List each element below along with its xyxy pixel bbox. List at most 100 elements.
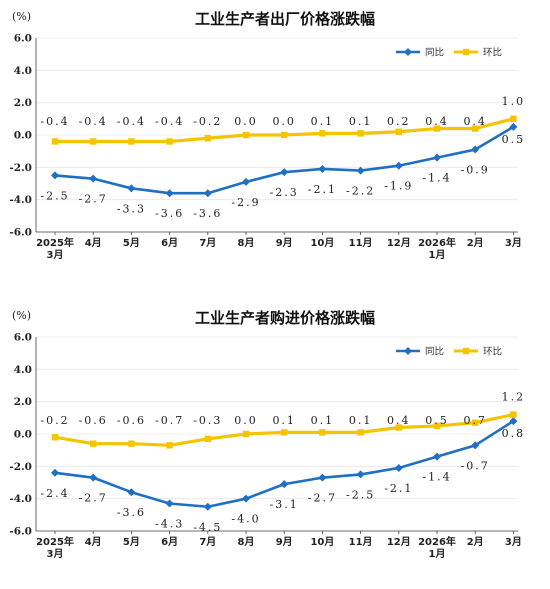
data-label: -0.2 [193, 115, 222, 128]
data-label: -0.9 [461, 164, 490, 177]
y-tick-label: 2.0 [14, 396, 32, 408]
y-tick-label: 4.0 [14, 364, 32, 376]
data-point [51, 468, 59, 477]
data-point [280, 480, 289, 489]
data-point [319, 429, 326, 436]
legend-marker-mom [462, 347, 470, 355]
x-tick-label: 10月 [310, 536, 334, 548]
data-point [472, 125, 479, 132]
data-point [510, 411, 517, 418]
y-tick-label: -2.0 [9, 461, 32, 473]
y-tick-label: -6.0 [9, 227, 32, 239]
data-label: -2.4 [40, 487, 69, 500]
data-label: -0.6 [79, 414, 108, 427]
x-tick-label: 2月 [467, 536, 484, 548]
x-tick-label: 4月 [85, 536, 102, 548]
x-tick-label: 2026年 [418, 535, 456, 548]
data-label: -0.4 [117, 115, 146, 128]
x-tick-label: 12月 [387, 237, 411, 249]
data-label: -3.6 [155, 207, 184, 220]
data-point [318, 164, 327, 173]
x-tick-label: 3月 [47, 548, 64, 560]
data-label: 0.4 [425, 115, 449, 128]
data-point [204, 135, 211, 142]
y-tick-label: -2.0 [9, 162, 32, 174]
data-label: -1.4 [422, 471, 451, 484]
y-tick-label: 0.0 [14, 429, 32, 441]
data-point [89, 473, 98, 482]
data-label: -0.3 [193, 414, 222, 427]
y-axis-unit: (%) [12, 309, 31, 322]
data-label: -2.7 [79, 193, 108, 206]
data-point [356, 470, 365, 479]
x-tick-label: 9月 [276, 536, 293, 548]
data-label: 0.0 [272, 115, 296, 128]
data-label: -3.6 [117, 506, 146, 519]
data-point [318, 473, 327, 482]
data-point [51, 138, 59, 145]
data-point [472, 419, 479, 426]
data-point [89, 174, 98, 183]
x-tick-label: 4月 [85, 237, 102, 249]
x-tick-label: 9月 [276, 237, 293, 249]
legend-label-yoy: 同比 [425, 346, 444, 358]
data-point [127, 184, 136, 193]
data-point [128, 440, 135, 447]
legend-label-yoy: 同比 [425, 47, 444, 59]
data-point [204, 435, 211, 443]
x-tick-label: 7月 [199, 237, 216, 249]
chart-title: 工业生产者出厂价格涨跌幅 [195, 10, 375, 28]
x-tick-label: 2025年 [36, 535, 74, 548]
data-label: -2.5 [40, 189, 69, 202]
data-label: -2.1 [308, 183, 337, 196]
data-point [203, 502, 212, 511]
x-tick-label: 6月 [161, 536, 178, 548]
data-point [471, 441, 480, 450]
data-point [166, 442, 173, 449]
data-label: -3.1 [270, 498, 299, 511]
y-tick-label: -6.0 [9, 526, 32, 538]
data-label: -0.7 [155, 414, 184, 427]
data-label: -0.4 [40, 115, 69, 128]
data-point [433, 422, 441, 430]
x-tick-label: 1月 [429, 548, 446, 560]
data-point [394, 463, 403, 472]
data-point [395, 128, 402, 135]
y-tick-label: 6.0 [14, 332, 32, 344]
data-label: -4.5 [193, 521, 222, 534]
y-tick-label: 0.0 [14, 130, 32, 142]
data-label: 1.0 [502, 95, 526, 108]
data-point [166, 138, 173, 145]
data-point [509, 122, 518, 131]
legend-label-mom: 环比 [483, 47, 502, 59]
data-point [510, 115, 517, 123]
data-label: -3.3 [117, 202, 146, 215]
x-tick-label: 8月 [238, 536, 255, 548]
data-point [357, 130, 364, 137]
data-label: -0.4 [79, 115, 108, 128]
data-label: 0.4 [463, 115, 487, 128]
data-label: -1.9 [384, 180, 413, 193]
data-point [281, 429, 288, 436]
legend-marker-yoy [404, 347, 412, 355]
data-label: -2.2 [346, 185, 375, 198]
data-label: 0.1 [272, 414, 296, 427]
data-point [319, 130, 326, 137]
x-tick-label: 2025年 [36, 236, 74, 249]
data-point [242, 177, 250, 186]
x-tick-label: 11月 [349, 536, 373, 548]
data-point [165, 499, 174, 508]
data-point [90, 440, 97, 447]
data-label: 0.5 [425, 414, 449, 427]
y-tick-label: -4.0 [9, 194, 32, 206]
data-label: 0.1 [349, 414, 373, 427]
data-label: 0.8 [502, 427, 526, 440]
data-point [281, 131, 288, 139]
x-tick-label: 3月 [505, 237, 522, 249]
x-tick-label: 5月 [123, 237, 140, 249]
y-tick-label: -4.0 [9, 493, 32, 505]
data-label: 0.1 [349, 115, 373, 128]
y-tick-label: 2.0 [14, 97, 32, 109]
data-point [51, 434, 59, 441]
